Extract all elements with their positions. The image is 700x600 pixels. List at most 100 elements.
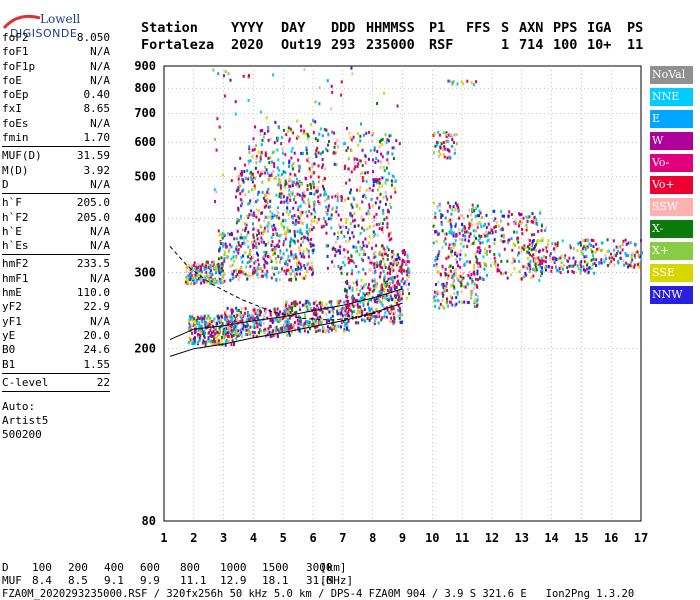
echo-point [202,279,205,282]
echo-point [283,314,286,318]
echo-point [269,325,271,329]
echo-point [272,73,275,77]
echo-point [608,256,611,260]
echo-point [358,310,361,314]
echo-point [311,165,314,169]
echo-point [337,264,340,268]
echo-point [201,270,204,274]
echo-point [529,253,532,257]
echo-point [246,261,249,265]
echo-point [567,270,569,274]
parameter-name: yF1 [2,314,22,328]
echo-point [287,212,290,216]
echo-point [267,187,270,191]
echo-point [281,317,284,321]
echo-point [373,218,376,222]
echo-point [204,323,207,327]
echo-point [445,301,448,305]
echo-point [255,215,258,219]
echo-point [385,194,388,198]
echo-point [205,267,208,271]
echo-point [246,318,249,322]
echo-point [365,292,368,296]
echo-point [456,82,459,86]
echo-point [250,259,253,263]
echo-point [246,321,249,325]
echo-point [264,216,267,219]
echo-point [441,214,444,218]
echo-point [372,230,375,234]
echo-point [257,275,260,279]
echo-point [344,142,347,145]
echo-point [333,151,336,155]
echo-point [436,143,439,147]
echo-point [276,138,279,142]
echo-point [243,163,246,167]
echo-point [297,315,300,319]
echo-point [265,200,267,203]
echo-point [354,165,357,169]
echo-point [365,212,368,216]
echo-point [209,320,211,324]
echo-point [504,271,507,275]
echo-point [438,149,440,153]
echo-point [202,339,205,343]
echo-point [610,260,613,264]
echo-point [264,273,267,277]
echo-point [355,287,358,291]
echo-point [401,288,404,292]
echo-point [475,207,478,211]
echo-point [344,313,347,317]
echo-point [351,259,354,263]
echo-point [373,322,376,326]
echo-point [292,206,295,210]
echo-point [355,298,358,302]
echo-point [237,186,240,189]
echo-point [314,100,317,104]
echo-point [455,133,458,136]
echo-point [291,238,294,242]
echo-point [195,318,198,322]
echo-point [188,327,191,331]
echo-point [404,251,407,255]
echo-point [344,309,347,313]
echo-point [362,267,365,271]
echo-point [326,79,329,83]
echo-point [380,227,383,231]
echo-point [345,225,348,229]
echo-point [376,300,379,304]
echo-point [551,242,554,246]
echo-point [449,133,452,137]
echo-point [294,274,296,278]
echo-point [446,133,449,136]
echo-point [566,266,569,270]
parameter-panel: foF2 8.050 foF1 N/A foF1p N/A foE N/A foEp 0.40 fx… [2,31,110,442]
echo-point [246,277,249,281]
echo-point [345,221,348,225]
echo-point [619,251,622,255]
parameter-value: 31.59 [76,149,110,163]
echo-point [379,271,382,275]
echo-point [222,281,225,284]
echo-point [360,172,362,176]
echo-point [312,312,315,316]
echo-point [373,298,376,302]
echo-point [260,172,263,176]
echo-point [323,177,326,180]
echo-point [340,325,342,329]
echo-point [253,322,256,326]
echo-point [194,328,197,332]
echo-point [272,307,275,311]
echo-point [476,250,479,254]
echo-point [310,237,313,241]
echo-point [362,318,365,322]
echo-point [236,313,239,317]
echo-point [255,155,258,158]
echo-point [432,201,435,205]
echo-point [273,245,276,249]
echo-point [303,276,306,280]
echo-point [485,273,488,277]
echo-point [324,147,327,151]
echo-point [191,331,193,335]
echo-point [231,263,234,267]
